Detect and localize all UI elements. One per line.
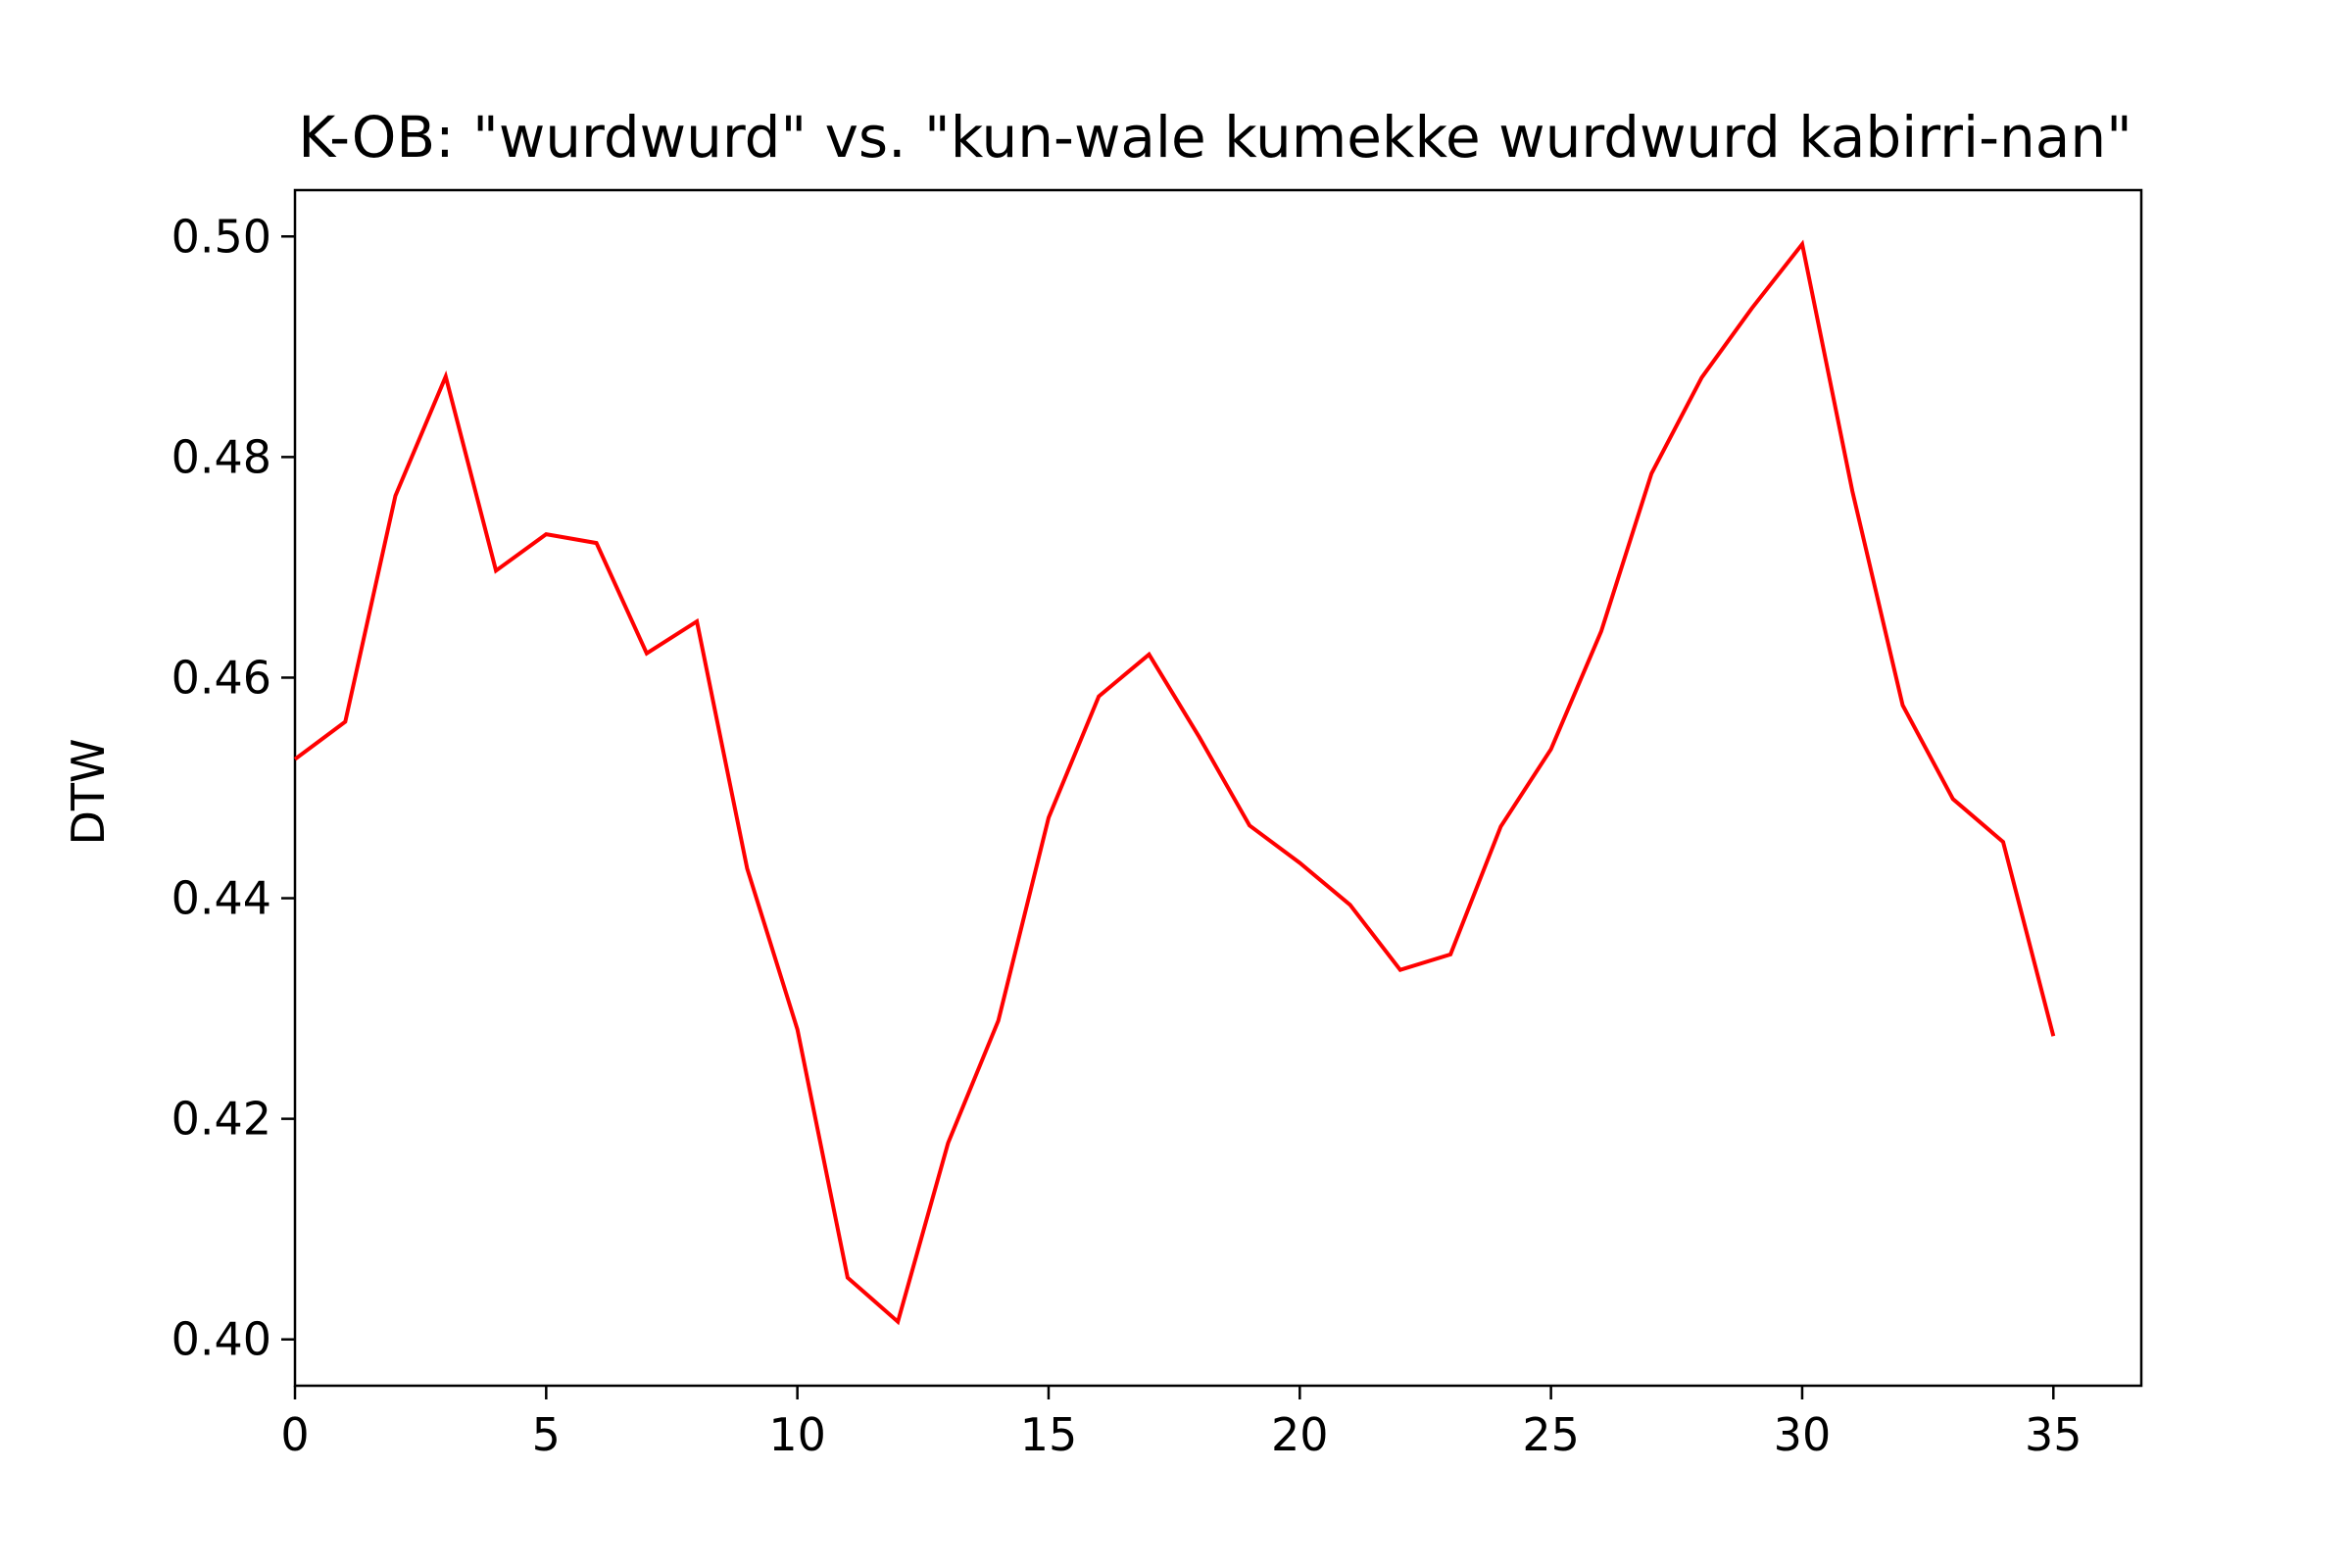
- x-tick-label: 15: [1020, 1408, 1078, 1461]
- y-tick-label: 0.50: [172, 210, 271, 263]
- series-layer: [293, 239, 2056, 1326]
- x-tick-label: 0: [280, 1408, 309, 1461]
- y-tick-label: 0.46: [172, 651, 271, 704]
- y-tick-label: 0.42: [172, 1093, 271, 1146]
- x-tick-label: 5: [532, 1408, 561, 1461]
- chart-title: K-OB: "wurdwurd" vs. "kun-wale kumekke w…: [298, 104, 2132, 171]
- series-line-0: [293, 239, 2056, 1326]
- x-tick-label: 25: [1522, 1408, 1580, 1461]
- plot-frame: [293, 188, 2143, 1388]
- y-tick-label: 0.40: [172, 1313, 271, 1366]
- x-tick-label: 10: [768, 1408, 826, 1461]
- axis-ticks: 0 5 10 15 20 25 30 35 0.40 0.42 0.44 0.46 0.48 0.50: [172, 210, 2082, 1461]
- y-tick-label: 0.44: [172, 872, 271, 925]
- x-tick-label: 20: [1271, 1408, 1329, 1461]
- y-axis-label: DTW: [62, 738, 115, 845]
- y-tick-label: 0.48: [172, 430, 271, 483]
- x-tick-label: 35: [2025, 1408, 2082, 1461]
- x-tick-label: 30: [1774, 1408, 1832, 1461]
